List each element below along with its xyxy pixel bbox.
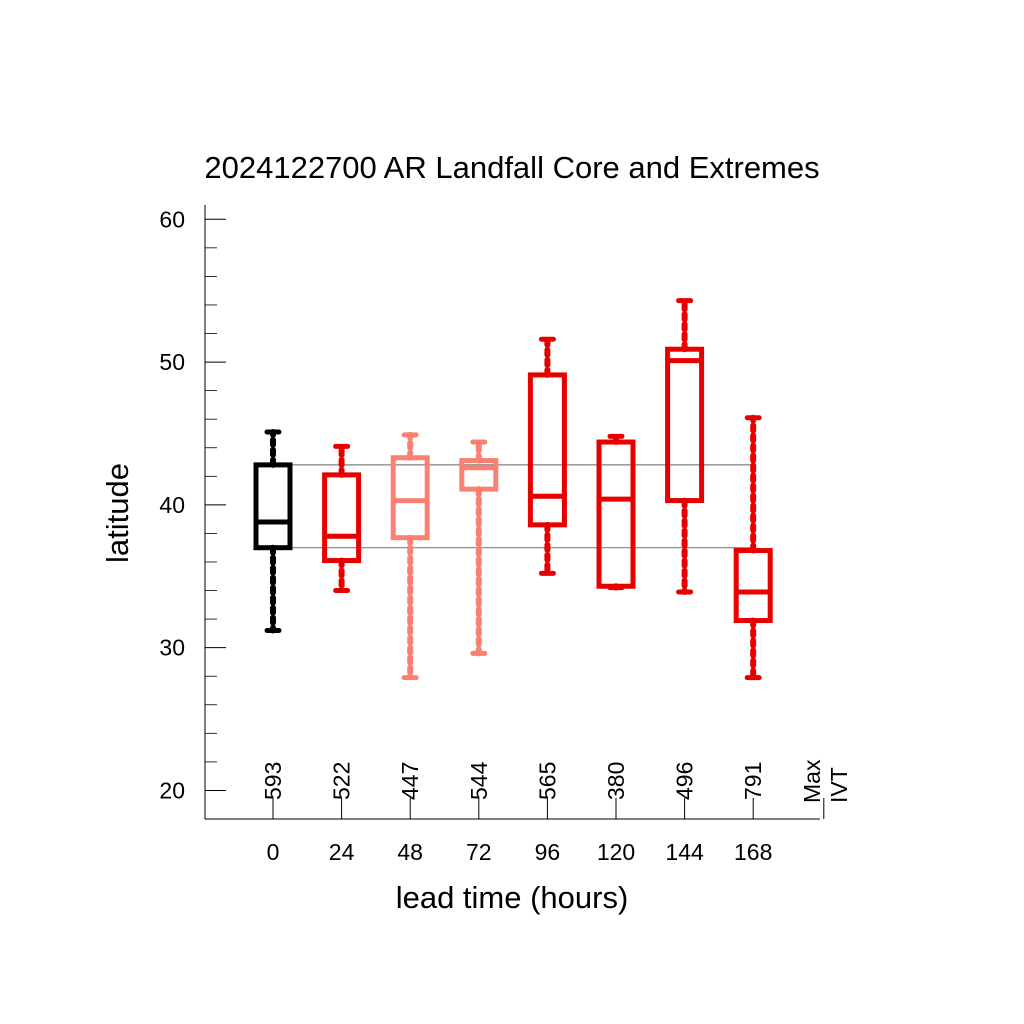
x-tick-label-120: 120 bbox=[597, 839, 635, 865]
box-lead-0 bbox=[253, 429, 293, 634]
box-96 bbox=[527, 372, 567, 528]
x-tick-label-0: 0 bbox=[267, 839, 280, 865]
box-168 bbox=[733, 548, 773, 624]
x-tick-label-144: 144 bbox=[665, 839, 704, 865]
x-tick-label-96: 96 bbox=[535, 839, 561, 865]
max-ivt-label-0: Max bbox=[799, 759, 825, 803]
count-label-96: 565 bbox=[534, 762, 560, 800]
count-label-24: 522 bbox=[329, 762, 355, 800]
count-label-144: 496 bbox=[672, 762, 698, 800]
x-tick-label-48: 48 bbox=[397, 839, 423, 865]
box-lead-168 bbox=[733, 414, 773, 681]
y-tick-label-40: 40 bbox=[159, 492, 185, 518]
box-144 bbox=[665, 346, 705, 504]
y-tick-label-50: 50 bbox=[159, 349, 185, 375]
box-0 bbox=[253, 462, 293, 551]
box-lead-72 bbox=[459, 439, 499, 657]
count-label-168: 791 bbox=[740, 762, 766, 800]
y-tick-label-20: 20 bbox=[159, 777, 185, 803]
count-label-72: 544 bbox=[466, 761, 492, 800]
x-axis-label: lead time (hours) bbox=[396, 880, 629, 915]
box-lead-24 bbox=[322, 443, 362, 594]
max-ivt-label-1: IVT bbox=[826, 767, 852, 803]
y-tick-label-30: 30 bbox=[159, 635, 185, 661]
box-120 bbox=[596, 439, 636, 589]
box-lead-96 bbox=[527, 336, 567, 577]
box-72 bbox=[459, 458, 499, 492]
y-tick-label-60: 60 bbox=[159, 206, 185, 232]
box-lead-144 bbox=[665, 297, 705, 595]
x-tick-label-72: 72 bbox=[466, 839, 492, 865]
box-48 bbox=[390, 455, 430, 541]
x-tick-label-168: 168 bbox=[734, 839, 772, 865]
box-series bbox=[253, 297, 773, 681]
box-lead-48 bbox=[390, 431, 430, 681]
count-label-120: 380 bbox=[603, 762, 629, 800]
chart-title: 2024122700 AR Landfall Core and Extremes bbox=[204, 150, 819, 185]
axes: 20 30 40 50 60 0 593 24 522 48 447 72 544 96 565 120 380… bbox=[159, 205, 852, 865]
box-24 bbox=[322, 472, 362, 564]
x-tick-label-24: 24 bbox=[329, 839, 355, 865]
box-lead-120 bbox=[596, 433, 636, 591]
count-label-48: 447 bbox=[397, 762, 423, 800]
y-axis-label: latitude bbox=[100, 463, 135, 563]
count-label-0: 593 bbox=[260, 762, 286, 800]
